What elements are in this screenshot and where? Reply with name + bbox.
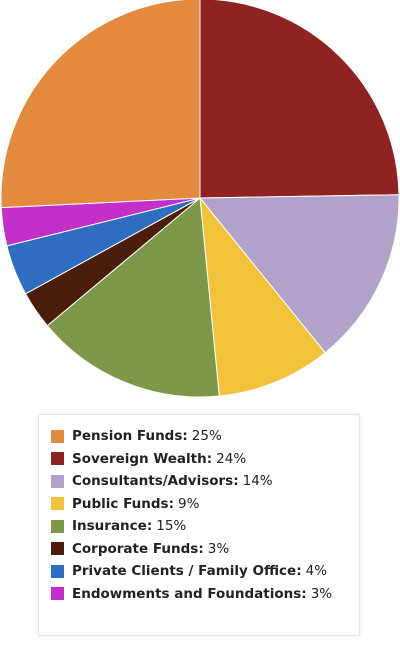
legend-swatch-consultants-advisors [51,474,64,488]
legend-item-sovereign-wealth: Sovereign Wealth: 24% [51,448,359,471]
pie-chart [0,0,400,398]
legend-label: Endowments and Foundations [72,585,302,602]
legend-value: 4% [305,563,328,580]
legend-value: 15% [156,518,187,535]
legend-item-consultants-advisors: Consultants/Advisors: 14% [51,470,359,493]
legend-item-pension-funds: Pension Funds: 25% [51,425,359,448]
legend-value: 3% [310,585,333,602]
legend-value: 3% [207,540,230,557]
pie-slice-public-funds [199,196,326,397]
legend-label: Private Clients / Family Office [72,563,297,580]
legend-swatch-private-clients-family-office [51,564,64,578]
legend-label: Sovereign Wealth [72,450,207,467]
legend-value: 9% [178,495,200,512]
pie-slice-sovereign-wealth [199,0,400,199]
legend-swatch-sovereign-wealth [51,452,64,466]
legend-value: 25% [191,428,222,445]
legend-value: 24% [216,450,247,467]
pie-slice-pension-funds [0,0,201,209]
legend-value: 14% [242,473,273,490]
legend-label: Consultants/Advisors [72,473,234,490]
legend-label: Pension Funds [72,428,183,445]
legend-swatch-public-funds [51,497,64,511]
legend-label: Corporate Funds [72,540,199,557]
legend-item-private-clients-family-office: Private Clients / Family Office: 4% [51,560,359,583]
legend-item-public-funds: Public Funds: 9% [51,493,359,516]
legend-item-insurance: Insurance: 15% [51,515,359,538]
legend-label: Insurance [72,518,147,535]
legend-swatch-corporate-funds [51,542,64,556]
chart-legend: Pension Funds: 25% Sovereign Wealth: 24%… [38,414,360,636]
legend-swatch-insurance [51,519,64,533]
legend-swatch-endowments-and-foundations [51,587,64,601]
legend-label: Public Funds [72,495,169,512]
pie-slice-consultants-advisors [198,194,400,354]
legend-swatch-pension-funds [51,429,64,443]
pie-slice-insurance [46,197,220,398]
legend-item-corporate-funds: Corporate Funds: 3% [51,538,359,561]
legend-item-endowments-and-foundations: Endowments and Foundations: 3% [51,583,359,606]
